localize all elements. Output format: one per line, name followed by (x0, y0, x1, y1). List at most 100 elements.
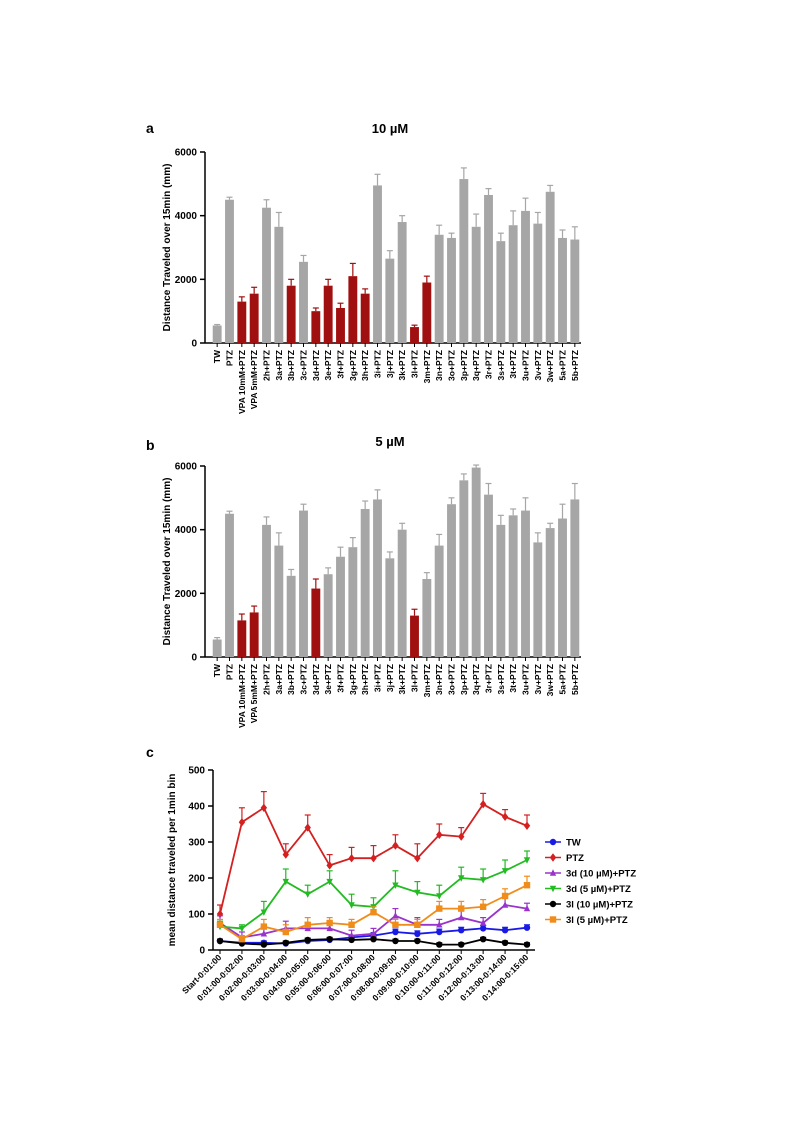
x-tick-label: 3p+PTZ (459, 664, 469, 695)
x-tick-label: 3u+PTZ (521, 350, 531, 381)
x-tick-label: 3j+PTZ (385, 350, 395, 378)
data-point (523, 941, 531, 948)
data-point (501, 892, 509, 900)
y-tick-label: 500 (188, 766, 205, 777)
bar (484, 194, 493, 343)
data-point (549, 853, 557, 862)
bar (299, 510, 308, 657)
data-point (479, 877, 487, 884)
bar (311, 311, 321, 343)
y-axis-label: mean distance traveled per 1min bin (167, 774, 178, 947)
bar (459, 480, 469, 657)
bar (348, 547, 358, 657)
bar (274, 226, 284, 343)
data-point (282, 939, 289, 946)
y-tick-label: 400 (188, 802, 205, 813)
y-axis-label: Distance Traveled over 15min (mm) (162, 164, 173, 332)
x-tick-label: 3t+PTZ (508, 664, 518, 693)
bar (225, 513, 234, 657)
x-tick-label: 3m+PTZ (422, 664, 432, 697)
data-point (549, 869, 557, 876)
bar (336, 307, 345, 343)
data-point (458, 875, 465, 882)
chart-title: 10 µM (372, 121, 408, 136)
bar (212, 325, 222, 343)
x-tick-label: 3r+PTZ (484, 664, 494, 693)
chart-title: 5 µM (375, 434, 404, 449)
bar (237, 301, 247, 343)
bar (397, 222, 407, 343)
bar (262, 524, 271, 657)
data-point (260, 803, 268, 812)
bar (508, 225, 518, 343)
x-tick-label: VPA 10mM+PTZ (237, 664, 247, 728)
bar (570, 239, 580, 343)
x-tick-label: PTZ (225, 664, 235, 680)
data-point (304, 823, 311, 832)
panel-letter: c (146, 744, 154, 760)
bar (447, 504, 456, 657)
x-tick-label: 3v+PTZ (533, 350, 543, 380)
data-point (392, 841, 399, 850)
bar (225, 199, 234, 343)
bar (410, 615, 419, 657)
y-tick-label: 4000 (175, 211, 198, 222)
x-tick-label: 3a+PTZ (274, 664, 284, 694)
x-tick-label: 3q+PTZ (471, 664, 481, 695)
data-point (370, 930, 377, 937)
data-point (436, 928, 443, 936)
bar (422, 282, 432, 343)
x-tick-label: 3g+PTZ (348, 350, 358, 381)
data-point (304, 921, 311, 928)
y-tick-label: 0 (191, 653, 197, 664)
x-tick-label: 3i+PTZ (373, 350, 383, 378)
data-point (414, 889, 421, 897)
legend-item: PTZ (545, 853, 584, 864)
data-point (458, 832, 465, 841)
bar (385, 558, 395, 657)
data-point (260, 941, 268, 948)
data-point (392, 921, 399, 928)
bar (348, 276, 358, 343)
x-tick-label: 3v+PTZ (533, 664, 543, 694)
bar (397, 529, 407, 657)
legend-item: 3d (5 µM)+PTZ (545, 884, 631, 895)
data-point (326, 861, 333, 870)
data-point (549, 885, 557, 893)
data-point (326, 936, 333, 943)
y-tick-label: 0 (191, 339, 197, 350)
x-tick-label: 3g+PTZ (348, 664, 358, 695)
data-point (458, 913, 465, 921)
data-point (238, 936, 246, 943)
data-point (523, 821, 531, 830)
data-point (282, 928, 289, 936)
x-tick-label: 3p+PTZ (459, 350, 469, 381)
data-point (260, 930, 268, 937)
bar (496, 241, 506, 343)
data-point (479, 919, 487, 926)
data-point (282, 850, 289, 859)
x-tick-label: 3i+PTZ (373, 664, 383, 692)
data-point (348, 931, 355, 939)
data-point (436, 830, 443, 839)
data-point (436, 905, 443, 912)
data-point (304, 891, 311, 898)
bar (237, 620, 247, 657)
bar (434, 545, 444, 657)
y-tick-label: 200 (188, 874, 205, 885)
series-4 (216, 936, 531, 948)
bar-chart-b: b 5 µM Distance Traveled over 15min (mm) 0 2… (146, 434, 581, 728)
legend-item: 3d (10 µM)+PTZ (545, 869, 636, 880)
x-tick-label: 2h+PTZ (262, 664, 272, 695)
bar (484, 494, 493, 657)
data-point (326, 919, 333, 927)
x-tick-label: 3c+PTZ (299, 350, 309, 380)
bar (299, 261, 308, 343)
x-tick-label: 3h+PTZ (360, 350, 370, 381)
bar (471, 467, 481, 657)
y-tick-label: 2000 (175, 589, 198, 600)
x-tick-label: 5b+PTZ (570, 350, 580, 381)
x-tick-label: 3o+PTZ (447, 350, 457, 381)
data-point (392, 928, 399, 936)
